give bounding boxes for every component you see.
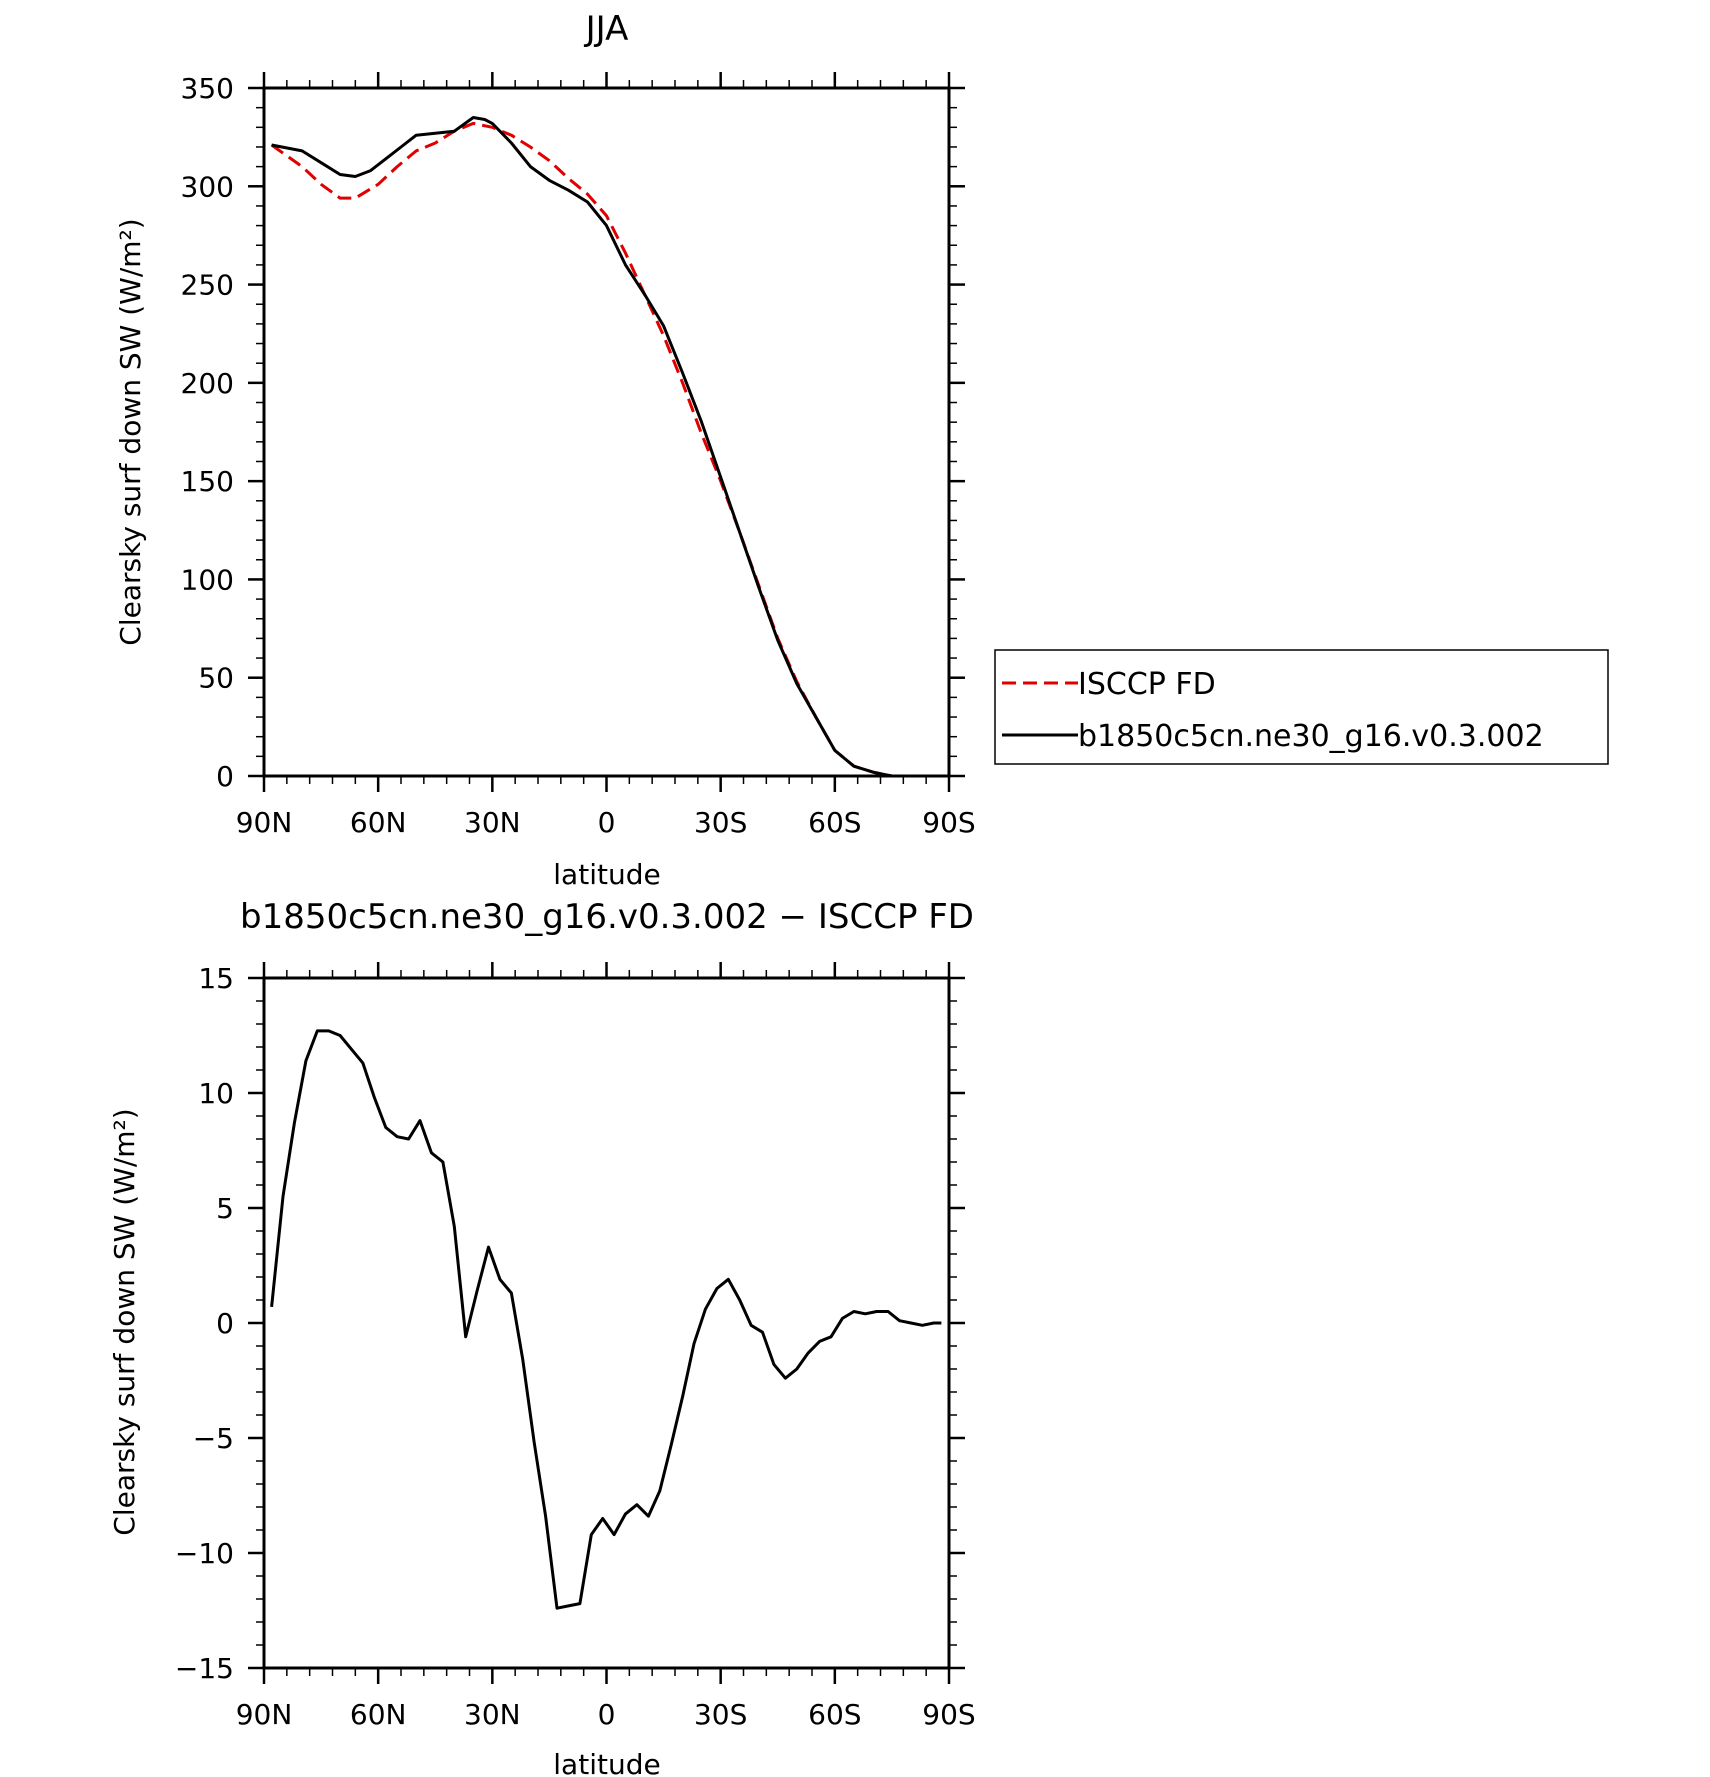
- top-y-axis-title: Clearsky surf down SW (W/m²): [114, 218, 147, 645]
- y-tick-label: 50: [198, 662, 234, 695]
- y-tick-label: 0: [216, 1307, 234, 1340]
- bottom-plot-ticks: 90N 60N 30N 0 30S 60S 90S −15 −10 −5 0 5 10 15: [175, 962, 976, 1731]
- legend-label-isccp: ISCCP FD: [1078, 667, 1216, 702]
- x-tick-label: 30N: [464, 1698, 521, 1731]
- bottom-y-axis-title: Clearsky surf down SW (W/m²): [108, 1108, 141, 1535]
- x-tick-label: 90S: [922, 1698, 975, 1731]
- y-tick-label: 0: [216, 760, 234, 793]
- legend-label-model: b1850c5cn.ne30_g16.v0.3.002: [1078, 719, 1544, 754]
- bottom-plot-title: b1850c5cn.ne30_g16.v0.3.002 − ISCCP FD: [240, 897, 974, 937]
- y-tick-label: −15: [175, 1652, 234, 1685]
- x-tick-label: 90S: [922, 806, 975, 839]
- y-tick-label: 150: [181, 465, 234, 498]
- y-tick-label: 300: [181, 170, 234, 203]
- top-plot-panel: JJA 90N 60N 30N 0 30S 60S 90S 0 50 100 150 200 250 30…: [114, 9, 976, 891]
- y-tick-label: 10: [198, 1077, 234, 1110]
- x-tick-label: 30S: [694, 806, 747, 839]
- x-tick-label: 30N: [464, 806, 521, 839]
- legend-box: [994, 649, 1609, 765]
- x-tick-label: 90N: [236, 1698, 293, 1731]
- x-tick-label: 60N: [350, 1698, 407, 1731]
- y-tick-label: −10: [175, 1537, 234, 1570]
- x-tick-label: 0: [598, 806, 616, 839]
- x-tick-label: 90N: [236, 806, 293, 839]
- bottom-x-axis-title: latitude: [553, 1748, 660, 1777]
- y-tick-label: 100: [181, 563, 234, 596]
- y-tick-label: 250: [181, 269, 234, 302]
- x-tick-label: 30S: [694, 1698, 747, 1731]
- top-plot-title: JJA: [584, 9, 629, 49]
- bottom-plot-panel: b1850c5cn.ne30_g16.v0.3.002 − ISCCP FD 9…: [108, 897, 976, 1777]
- x-tick-label: 60S: [808, 1698, 861, 1731]
- x-tick-label: 0: [598, 1698, 616, 1731]
- y-tick-label: 200: [181, 367, 234, 400]
- y-tick-label: −5: [193, 1422, 234, 1455]
- bottom-plot-frame: [262, 976, 951, 1670]
- y-tick-label: 15: [198, 962, 234, 995]
- series-line-isccp-fd: [270, 121, 911, 778]
- top-plot-ticks: 90N 60N 30N 0 30S 60S 90S 0 50 100 150 200 250 300 350: [181, 72, 976, 839]
- bottom-plot-series: [270, 1029, 942, 1610]
- top-x-axis-title: latitude: [553, 858, 660, 891]
- top-plot-series: [270, 116, 911, 778]
- x-tick-label: 60S: [808, 806, 861, 839]
- y-tick-label: 350: [181, 72, 234, 105]
- y-tick-label: 5: [216, 1192, 234, 1225]
- legend: ISCCP FD b1850c5cn.ne30_g16.v0.3.002: [994, 649, 1609, 765]
- series-line-b1850c5cn-ne30-g16-v0-3-002: [271, 116, 911, 778]
- series-line-difference: [270, 1029, 942, 1610]
- x-tick-label: 60N: [350, 806, 407, 839]
